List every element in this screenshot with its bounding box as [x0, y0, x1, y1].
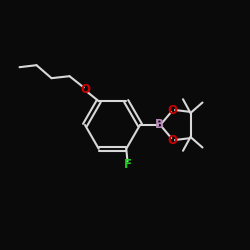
Text: B: B	[155, 118, 164, 132]
Text: O: O	[168, 104, 177, 117]
Text: F: F	[124, 158, 132, 171]
Text: O: O	[168, 134, 177, 146]
Text: O: O	[81, 84, 91, 96]
